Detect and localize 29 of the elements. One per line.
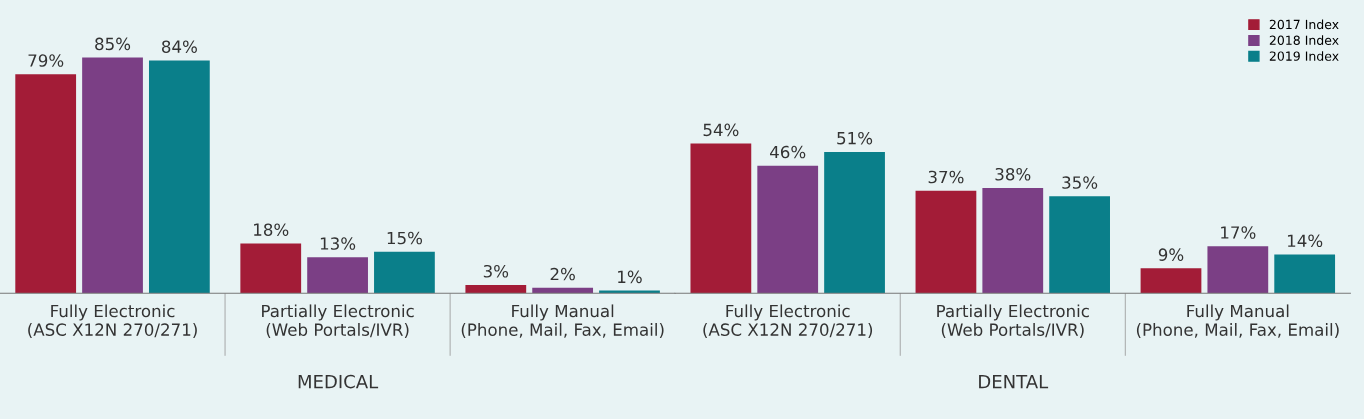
data-label: 1% [618, 270, 642, 284]
data-label: 46% [770, 145, 806, 159]
legend-label: 2017 Index [1269, 19, 1339, 30]
legend-label: 2018 Index [1269, 35, 1339, 45]
x-tick-label: Fully Electronic (ASC X12N 270/271) [703, 304, 873, 338]
x-tick-label: Partially Electronic (Web Portals/IVR) [937, 304, 1089, 338]
data-label: 15% [387, 231, 423, 245]
data-label: 38% [995, 167, 1031, 181]
data-label: 85% [95, 37, 131, 51]
data-label: 3% [483, 264, 509, 278]
data-label: 37% [928, 170, 964, 184]
data-label: 17% [1221, 226, 1256, 239]
data-label: 18% [254, 223, 289, 236]
x-tick-label: Partially Electronic (Web Portals/IVR) [262, 304, 414, 338]
x-tick-label: Fully Manual (Phone, Mail, Fax, Email) [461, 304, 664, 338]
x-axis-title: DENTAL [979, 374, 1049, 389]
data-label: 51% [837, 131, 873, 145]
data-label: 54% [703, 123, 739, 137]
x-axis-title: MEDICAL [298, 374, 379, 389]
data-label: 84% [161, 40, 197, 53]
data-label: 35% [1062, 176, 1098, 189]
data-label: 14% [1287, 234, 1323, 248]
x-tick-label: Fully Manual (Phone, Mail, Fax, Email) [1136, 304, 1339, 338]
data-label: 13% [320, 237, 356, 250]
data-label: 9% [1158, 248, 1184, 261]
data-label: 2% [550, 267, 575, 281]
legend-label: 2019 Index [1269, 51, 1339, 61]
data-label: 79% [28, 54, 64, 67]
x-tick-label: Fully Electronic (ASC X12N 270/271) [28, 304, 197, 338]
